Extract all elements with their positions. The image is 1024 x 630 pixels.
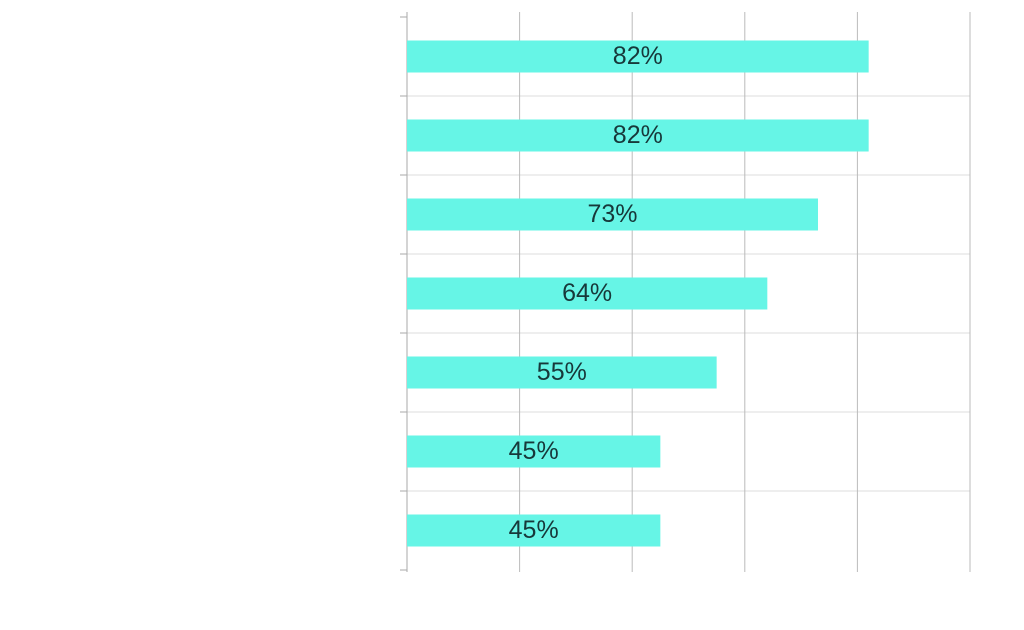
data-label: 82% [613,121,663,149]
bar [407,119,869,152]
data-label: 82% [613,42,663,70]
data-label: 45% [509,437,559,465]
bar [407,435,661,468]
bar [407,514,661,547]
data-label: 64% [562,279,612,307]
bar [407,277,768,310]
data-label: 73% [587,200,637,228]
bar [407,40,869,73]
bar [407,198,818,231]
data-label: 55% [537,358,587,386]
data-label: 45% [509,516,559,544]
bar [407,356,717,389]
